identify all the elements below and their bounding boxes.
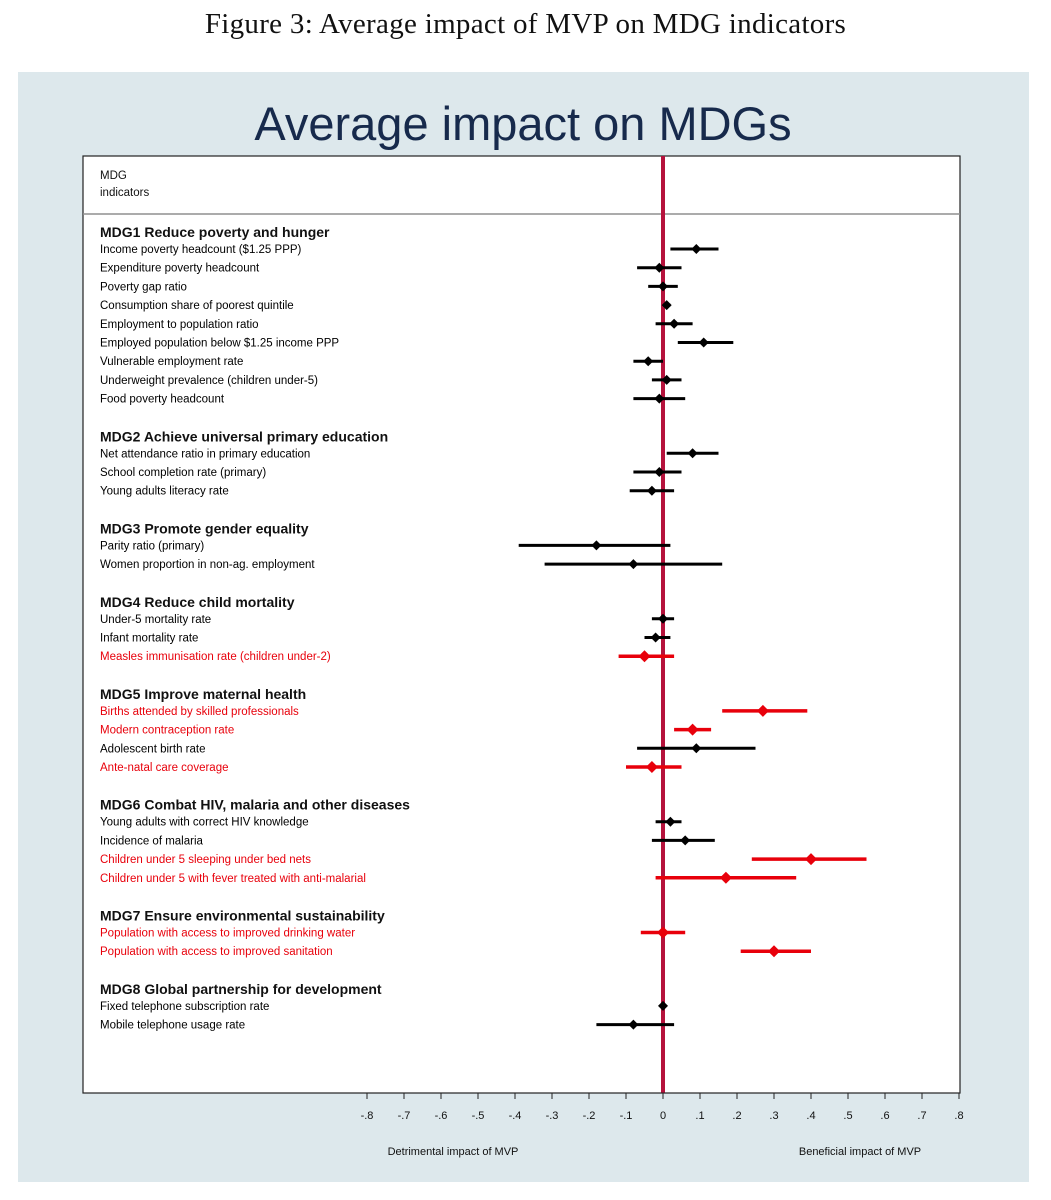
x-label-right: Beneficial impact of MVP (799, 1146, 921, 1158)
indicator-label: Young adults with correct HIV knowledge (100, 817, 309, 829)
point-estimate (805, 853, 817, 866)
point-estimate (680, 835, 691, 846)
indicator-label: Women proportion in non-ag. employment (100, 559, 315, 571)
point-estimate (719, 871, 732, 884)
point-estimate (643, 356, 654, 367)
plot-frame (82, 155, 961, 1094)
indicator-label: Vulnerable employment rate (100, 356, 243, 368)
point-estimate (687, 448, 698, 459)
indicator-label: Population with access to improved drink… (100, 928, 355, 940)
point-estimate (650, 632, 661, 643)
group-heading: MDG6 Combat HIV, malaria and other disea… (100, 797, 410, 813)
group-heading: MDG2 Achieve universal primary education (100, 428, 388, 444)
indicator-label: Employment to population ratio (100, 319, 259, 331)
point-estimate (756, 704, 769, 717)
indicator-label: Modern contraception rate (100, 725, 234, 737)
point-estimate (691, 743, 702, 754)
indicator-label: Ante-natal care coverage (100, 762, 229, 774)
indicator-label: Income poverty headcount ($1.25 PPP) (100, 244, 302, 256)
x-tick-label: 0 (660, 1110, 666, 1122)
indicator-label: Net attendance ratio in primary educatio… (100, 448, 310, 460)
chart-panel: Average impact on MDGs MDG indicators MDG… (18, 72, 1029, 1182)
x-tick-label: -.3 (546, 1110, 559, 1122)
x-tick-label: -.8 (361, 1110, 374, 1122)
group-heading: MDG7 Ensure environmental sustainability (100, 908, 385, 924)
point-estimate (591, 540, 602, 551)
group-heading: MDG3 Promote gender equality (100, 520, 309, 536)
x-tick-label: -.4 (509, 1110, 522, 1122)
indicator-label: Under-5 mortality rate (100, 614, 211, 626)
point-estimate (658, 613, 668, 624)
point-estimate (654, 393, 665, 404)
forest-plot: Average impact on MDGs MDG indicators MDG… (82, 97, 964, 1158)
group-heading: MDG5 Improve maternal health (100, 686, 306, 702)
indicator-label: Young adults literacy rate (100, 486, 229, 498)
indicator-label: Underweight prevalence (children under-5… (100, 375, 318, 387)
indicator-label: Infant mortality rate (100, 633, 198, 645)
chart-title: Average impact on MDGs (254, 97, 791, 150)
x-tick-label: .6 (880, 1110, 889, 1122)
indicator-label: Fixed telephone subscription rate (100, 1001, 269, 1013)
indicator-label: Mobile telephone usage rate (100, 1020, 245, 1032)
group-heading: MDG1 Reduce poverty and hunger (100, 224, 330, 240)
indicator-label: Measles immunisation rate (children unde… (100, 651, 331, 663)
point-estimate (628, 1019, 639, 1030)
indicator-label: Adolescent birth rate (100, 743, 205, 755)
point-estimate (645, 761, 658, 773)
point-estimate (669, 318, 680, 329)
x-label-left: Detrimental impact of MVP (388, 1146, 519, 1158)
point-estimate (768, 945, 780, 958)
indicator-label: Parity ratio (primary) (100, 540, 204, 552)
point-estimate (665, 816, 676, 827)
point-estimate (691, 244, 702, 254)
indicator-label: Consumption share of poorest quintile (100, 300, 294, 312)
point-estimate (654, 262, 665, 273)
indicator-label: Population with access to improved sanit… (100, 946, 333, 958)
indicator-label: Incidence of malaria (100, 835, 204, 847)
indicator-label: Food poverty headcount (100, 394, 225, 406)
x-tick-label: -.2 (583, 1110, 596, 1122)
point-estimate (628, 559, 639, 570)
x-tick-label: .3 (769, 1110, 778, 1122)
indicator-label: Births attended by skilled professionals (100, 706, 299, 718)
point-estimate (654, 467, 665, 477)
group-heading: MDG8 Global partnership for development (100, 981, 382, 997)
indicator-label: Employed population below $1.25 income P… (100, 338, 339, 350)
figure-caption: Figure 3: Average impact of MVP on MDG i… (204, 8, 847, 40)
point-estimate (698, 337, 709, 348)
point-estimate (646, 485, 657, 496)
point-estimate (686, 723, 699, 736)
x-tick-label: .8 (954, 1110, 963, 1122)
indicator-label: Poverty gap ratio (100, 281, 187, 293)
indicator-label: Expenditure poverty headcount (100, 263, 260, 275)
x-tick-label: .4 (806, 1110, 815, 1122)
indicator-label: Children under 5 sleeping under bed nets (100, 854, 311, 866)
x-tick-label: .1 (695, 1110, 704, 1122)
point-estimate (658, 1000, 668, 1011)
x-tick-label: .7 (917, 1110, 926, 1122)
x-tick-label: .5 (843, 1110, 852, 1122)
indicator-label: School completion rate (primary) (100, 467, 266, 479)
point-estimate (657, 926, 669, 939)
header-label: indicators (100, 187, 149, 199)
x-tick-label: -.7 (398, 1110, 411, 1122)
indicator-label: Children under 5 with fever treated with… (100, 873, 366, 885)
header-label: MDG (100, 170, 127, 182)
point-estimate (661, 300, 672, 311)
point-estimate (661, 374, 672, 385)
x-tick-label: -.6 (435, 1110, 448, 1122)
x-tick-label: -.5 (472, 1110, 485, 1122)
x-tick-label: .2 (732, 1110, 741, 1122)
point-estimate (658, 281, 668, 292)
point-estimate (638, 650, 651, 663)
group-heading: MDG4 Reduce child mortality (100, 594, 295, 610)
x-tick-label: -.1 (620, 1110, 633, 1122)
